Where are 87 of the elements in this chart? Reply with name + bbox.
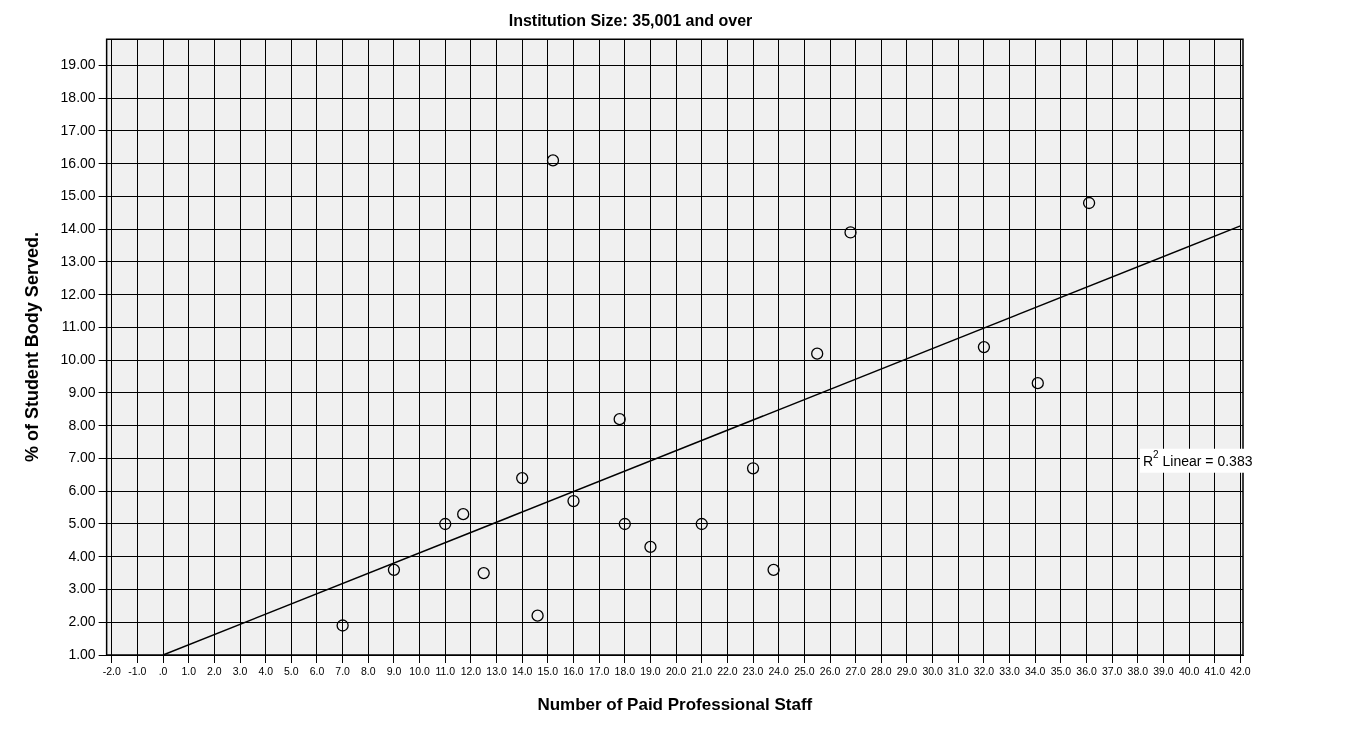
point <box>977 340 991 354</box>
x-tick-label: 29.0 <box>896 665 918 678</box>
y-tick-label: 14.00 <box>60 220 96 237</box>
point <box>439 517 452 531</box>
x-tick-label: 38.0 <box>1127 665 1149 678</box>
x-tick-label: 31.0 <box>948 665 969 678</box>
x-tick-label: 14.0 <box>511 665 533 678</box>
x-tick-label: 11.0 <box>435 665 456 678</box>
y-tick-label: 7.00 <box>68 449 96 466</box>
x-tick-label: 12.0 <box>460 665 482 678</box>
x-tick-label: 23.0 <box>742 665 764 678</box>
y-tick-label: 9.00 <box>68 383 96 400</box>
point <box>767 563 780 576</box>
point <box>567 494 580 508</box>
x-tick-label: 30.0 <box>922 665 943 678</box>
point <box>531 609 544 622</box>
y-tick-label: 10.00 <box>60 351 96 368</box>
y-tick-label: 18.00 <box>60 89 96 106</box>
y-tick-label: 8.00 <box>68 416 96 433</box>
y-tick-label: 16.00 <box>60 154 96 171</box>
x-tick-label: 36.0 <box>1076 665 1097 678</box>
point <box>844 226 857 239</box>
x-tick-label: 17.0 <box>588 665 610 678</box>
y-axis-title: % of Student Body Served. <box>21 232 42 463</box>
point <box>457 508 470 521</box>
x-tick-label: 2.0 <box>207 665 222 678</box>
x-tick-label: 16.0 <box>563 665 584 678</box>
y-tick-label: 3.00 <box>68 580 96 597</box>
x-tick-label: 8.0 <box>360 665 376 678</box>
x-tick-label: 10.0 <box>409 665 430 678</box>
x-tick-label: 42.0 <box>1230 665 1251 678</box>
x-tick-label: 19.0 <box>640 665 661 678</box>
y-tick-label: 6.00 <box>68 482 96 499</box>
x-tick-label: 24.0 <box>768 665 790 678</box>
point <box>1082 196 1096 210</box>
x-tick-label: 40.0 <box>1178 665 1200 678</box>
x-tick-label: 3.0 <box>232 665 248 678</box>
x-tick-label: 35.0 <box>1050 665 1072 678</box>
x-tick-label: 7.0 <box>335 665 351 678</box>
x-tick-label: 4.0 <box>258 665 274 678</box>
point <box>613 413 626 426</box>
x-tick-label: 5.0 <box>284 665 299 678</box>
point <box>516 471 529 485</box>
x-tick-label: 13.0 <box>486 665 507 678</box>
y-tick-label: 1.00 <box>68 645 96 662</box>
point <box>746 462 760 475</box>
y-tick-label: 15.00 <box>60 187 96 204</box>
x-tick-label: 34.0 <box>1025 665 1046 678</box>
x-tick-label: 41.0 <box>1204 665 1226 678</box>
point <box>477 566 490 580</box>
x-tick-label: 26.0 <box>819 665 841 678</box>
x-axis-title: Number of Paid Professional Staff <box>537 695 813 715</box>
x-tick-label: 9.0 <box>386 665 402 678</box>
y-tick-label: 11.00 <box>61 318 96 335</box>
x-tick-label: 32.0 <box>973 665 995 678</box>
y-tick-label: 17.00 <box>60 121 96 138</box>
point <box>618 517 631 531</box>
x-tick-label: 6.0 <box>309 665 325 678</box>
x-tick-label: 20.0 <box>665 665 687 678</box>
x-tick-label: 27.0 <box>845 665 867 678</box>
x-tick-label: 25.0 <box>794 665 815 678</box>
point <box>695 517 708 531</box>
y-tick-label: 13.00 <box>60 252 96 269</box>
x-tick-label: -1.0 <box>128 665 147 678</box>
y-tick-label: 12.00 <box>60 285 96 302</box>
y-tick-label: 5.00 <box>68 514 96 531</box>
point <box>546 154 560 167</box>
point <box>644 540 657 554</box>
point <box>1031 376 1044 390</box>
x-tick-label: 1.0 <box>181 665 197 678</box>
x-tick-label: 22.0 <box>717 665 738 678</box>
x-tick-label: -2.0 <box>102 665 121 678</box>
point <box>336 619 349 632</box>
x-tick-label: 28.0 <box>871 665 892 678</box>
x-tick-label: 39.0 <box>1153 665 1174 678</box>
y-tick-label: 2.00 <box>68 613 96 630</box>
x-tick-label: .0 <box>158 665 168 678</box>
chart-title: Institution Size: 35,001 and over <box>508 12 753 30</box>
x-tick-label: 18.0 <box>614 665 636 678</box>
point <box>387 563 401 576</box>
x-tick-label: 37.0 <box>1101 665 1123 678</box>
x-tick-label: 33.0 <box>999 665 1020 678</box>
y-tick-label: 19.00 <box>60 56 96 73</box>
x-tick-label: 15.0 <box>537 665 559 678</box>
point <box>811 347 824 360</box>
y-tick-label: 4.00 <box>68 547 96 564</box>
x-tick-label: 21.0 <box>691 665 713 678</box>
